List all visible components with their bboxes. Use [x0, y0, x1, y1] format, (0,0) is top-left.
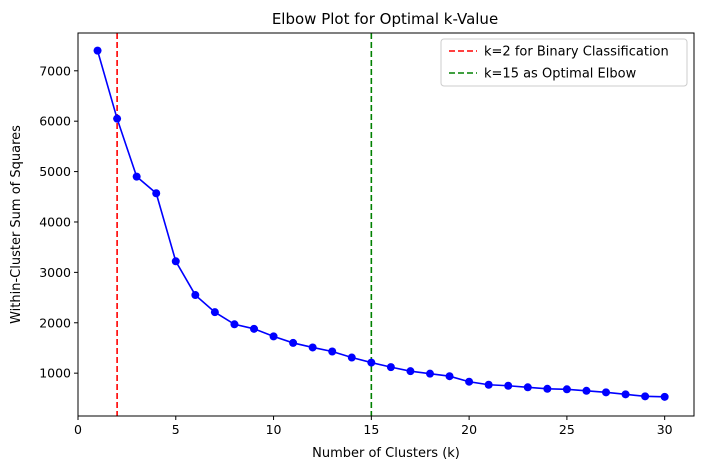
- x-tick-label-4: 20: [461, 422, 477, 437]
- legend-entry-0: k=2 for Binary Classification: [484, 45, 669, 60]
- series-line-0: [96, 50, 665, 398]
- data-point-17: [406, 367, 415, 376]
- data-point-15: [367, 358, 376, 367]
- y-tick-label-0: 1000: [39, 366, 71, 381]
- data-point-20: [465, 377, 474, 386]
- chart-title: Elbow Plot for Optimal k-Value: [272, 10, 498, 28]
- data-point-26: [582, 386, 591, 395]
- data-point-13: [328, 347, 337, 356]
- data-point-28: [621, 390, 630, 399]
- data-point-7: [210, 308, 219, 317]
- y-tick-label-2: 3000: [39, 265, 71, 280]
- data-point-22: [504, 381, 513, 390]
- data-point-4: [152, 189, 161, 198]
- data-point-2: [113, 114, 122, 123]
- data-point-29: [641, 392, 650, 401]
- data-point-24: [543, 384, 552, 393]
- data-point-16: [386, 363, 395, 372]
- data-point-19: [445, 372, 454, 381]
- y-tick-label-6: 7000: [39, 63, 71, 78]
- legend: k=2 for Binary Classification k=15 as Opt…: [440, 38, 688, 87]
- data-point-8: [230, 320, 239, 329]
- x-tick-label-2: 10: [266, 422, 282, 437]
- data-point-14: [347, 353, 356, 362]
- y-tick-label-3: 4000: [39, 214, 71, 229]
- y-tick-label-1: 2000: [39, 315, 71, 330]
- plot-area: [93, 33, 669, 416]
- data-point-18: [426, 369, 434, 378]
- x-axis-label: Number of Clusters (k): [312, 446, 460, 461]
- data-point-27: [602, 388, 610, 397]
- data-point-1: [93, 46, 102, 55]
- data-point-25: [562, 385, 571, 394]
- legend-entry-1: k=15 as Optimal Elbow: [484, 67, 637, 82]
- data-point-9: [250, 324, 258, 333]
- x-tick-label-5: 25: [559, 422, 575, 437]
- data-point-12: [308, 343, 317, 352]
- x-tick-label-1: 5: [172, 422, 180, 437]
- y-tick-label-5: 6000: [39, 114, 71, 129]
- data-point-21: [484, 380, 493, 389]
- plot-frame: [77, 32, 695, 417]
- legend-box: [440, 38, 688, 87]
- y-tick-label-4: 5000: [39, 164, 71, 179]
- data-point-11: [289, 338, 298, 347]
- y-axis-label: Within-Cluster Sum of Squares: [9, 125, 24, 324]
- x-tick-label-0: 0: [74, 422, 82, 437]
- x-tick-label-6: 30: [657, 422, 673, 437]
- data-point-6: [191, 291, 200, 300]
- data-point-23: [523, 383, 532, 392]
- data-point-3: [132, 172, 141, 181]
- x-tick-label-3: 15: [363, 422, 379, 437]
- data-point-10: [269, 332, 278, 341]
- data-point-5: [171, 257, 180, 266]
- data-point-30: [660, 392, 669, 401]
